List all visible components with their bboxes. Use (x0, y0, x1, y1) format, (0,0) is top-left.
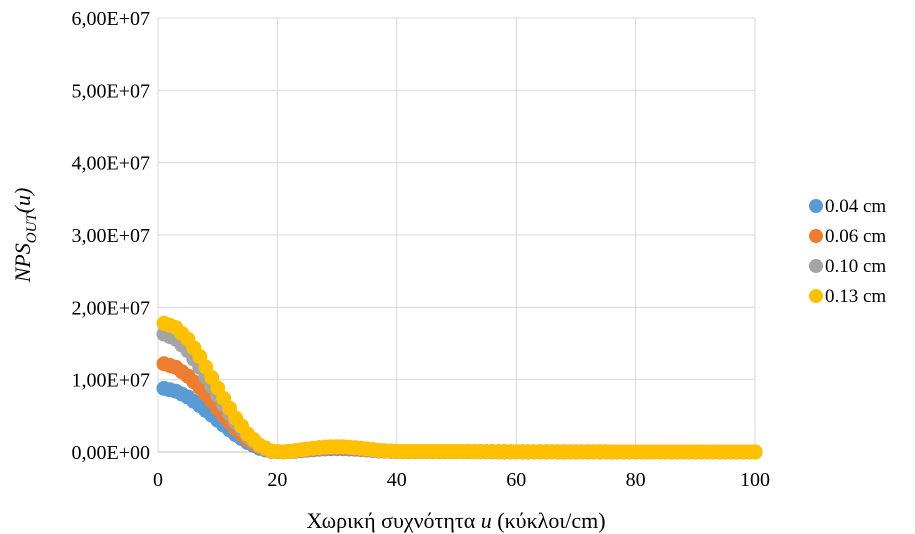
legend-label: 0.13 cm (825, 286, 886, 307)
legend-label: 0.04 cm (825, 196, 886, 217)
x-tick-label: 60 (506, 469, 526, 491)
legend-label: 0.10 cm (825, 256, 886, 277)
x-tick-label: 100 (740, 469, 770, 491)
x-tick-label: 40 (387, 469, 407, 491)
legend-marker (809, 289, 823, 303)
y-tick-label: 5,00E+07 (72, 80, 151, 102)
y-tick-label: 2,00E+07 (72, 297, 151, 319)
x-tick-label: 0 (153, 469, 163, 491)
y-tick-label: 0,00E+00 (72, 442, 151, 464)
y-axis-title-tail: (u) (10, 188, 35, 214)
legend-label: 0.06 cm (825, 226, 886, 247)
series-0-13-cm (156, 315, 763, 460)
plot-area (156, 315, 763, 460)
x-tick-label: 80 (626, 469, 646, 491)
legend-marker (809, 199, 823, 213)
legend: 0.04 cm 0.06 cm 0.10 cm 0.13 cm (809, 196, 886, 307)
y-tick-label: 4,00E+07 (72, 153, 151, 175)
legend-marker (809, 229, 823, 243)
gridlines (157, 17, 756, 453)
y-axis-title-main: NPS (10, 243, 35, 283)
y-axis-title: NPSOUT(u) (10, 188, 40, 284)
legend-marker (809, 259, 823, 273)
y-axis-title-subscript: OUT (24, 212, 40, 244)
x-tick-label: 20 (267, 469, 287, 491)
y-tick-label: 3,00E+07 (72, 225, 151, 247)
tick-labels: 0,00E+00 1,00E+07 2,00E+07 3,00E+07 4,00E+07… (72, 8, 771, 491)
data-point (747, 444, 763, 460)
y-tick-label: 1,00E+07 (72, 370, 151, 392)
y-tick-label: 6,00E+07 (72, 8, 151, 30)
x-axis-title: Χωρική συχνότητα u (κύκλοι/cm) (306, 508, 605, 533)
